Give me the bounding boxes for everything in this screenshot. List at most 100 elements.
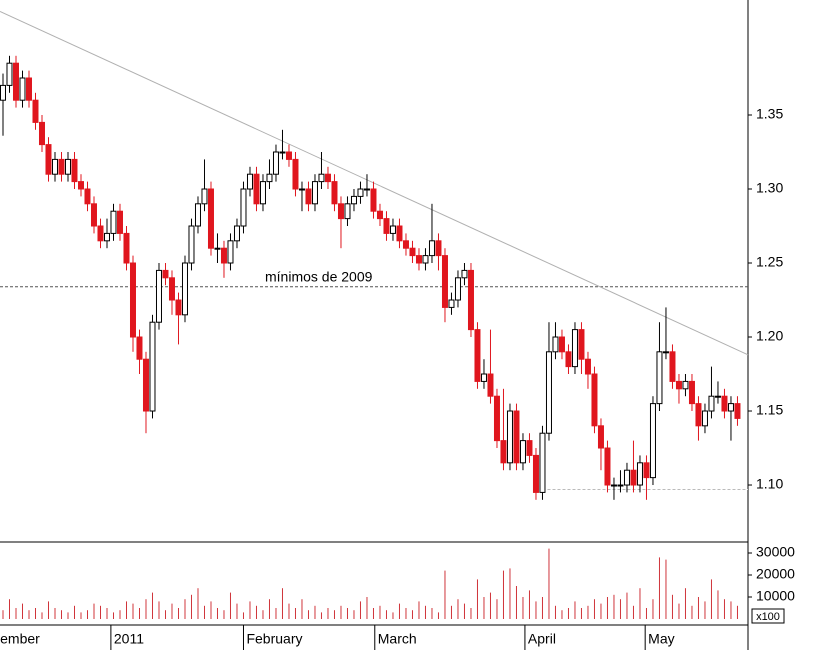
candle-body	[233, 225, 240, 242]
candle-body	[136, 336, 143, 360]
candle-body	[58, 158, 65, 175]
candle-body	[253, 173, 260, 205]
candle-body	[435, 240, 442, 257]
candle-body	[409, 247, 416, 257]
y-tick-label: 1.35	[756, 106, 783, 122]
candle-body	[487, 373, 494, 397]
candle-body	[32, 99, 39, 123]
candle-body	[506, 410, 513, 464]
candle-body	[298, 188, 305, 191]
candle-body	[324, 173, 331, 183]
candle-body	[610, 484, 617, 487]
candle-body	[6, 62, 13, 86]
candle-body	[662, 351, 669, 354]
candle-body	[636, 462, 643, 486]
candle-body	[0, 84, 6, 101]
candle-body	[630, 469, 637, 486]
candle-body	[402, 240, 409, 249]
candle-body	[103, 232, 110, 242]
candle-body	[370, 188, 377, 212]
candle-body	[441, 255, 448, 308]
candle-body	[71, 158, 78, 183]
candle-body	[428, 240, 435, 257]
candle-body	[415, 255, 422, 264]
candle-body	[116, 210, 123, 234]
candle-body	[532, 454, 539, 493]
y-tick-label: 1.25	[756, 254, 783, 270]
candle-body	[123, 232, 130, 264]
candle-body	[357, 188, 364, 197]
candle-body	[175, 299, 182, 316]
volume-tick-label: 20000	[756, 566, 795, 582]
candle-body	[97, 225, 104, 242]
candle-body	[220, 247, 227, 264]
candle-body	[383, 218, 390, 234]
volume-tick-label: 10000	[756, 588, 795, 604]
candle-body	[305, 188, 312, 205]
candle-body	[721, 395, 728, 412]
candle-body	[643, 462, 650, 479]
candle-body	[188, 225, 195, 264]
candle-body	[64, 158, 71, 175]
candle-body	[734, 403, 741, 419]
candle-body	[12, 62, 19, 101]
candle-body	[467, 269, 474, 331]
candle-body	[578, 329, 585, 360]
candle-body	[545, 351, 552, 434]
candle-body	[474, 329, 481, 382]
y-tick-label: 1.30	[756, 180, 783, 196]
annotation: mínimos de 2009	[265, 268, 373, 284]
x-tick-label: April	[528, 631, 556, 647]
candle-body	[318, 173, 325, 183]
candle-body	[584, 358, 591, 375]
candle-body	[162, 269, 169, 279]
candle-body	[207, 188, 214, 249]
candle-body	[272, 151, 279, 175]
candle-body	[493, 395, 500, 442]
candle-body	[363, 188, 370, 191]
candle-body	[246, 173, 253, 190]
candle-body	[571, 329, 578, 368]
candle-body	[285, 151, 292, 160]
candle-body	[500, 440, 507, 464]
candle-body	[591, 373, 598, 427]
x-tick-label: March	[378, 631, 417, 647]
candle-body	[519, 440, 526, 464]
candle-body	[714, 395, 721, 398]
candle-body	[331, 181, 338, 205]
candle-body	[389, 225, 396, 234]
y-tick-label: 1.15	[756, 402, 783, 418]
candle-body	[701, 410, 708, 427]
candle-body	[513, 410, 520, 464]
candle-body	[292, 158, 299, 190]
x-tick-label: 2011	[114, 631, 144, 647]
candle-body	[181, 262, 188, 316]
candle-body	[376, 210, 383, 220]
candle-body	[201, 188, 208, 205]
candle-body	[623, 469, 630, 486]
y-tick-label: 1.10	[756, 476, 783, 492]
candle-body	[565, 351, 572, 368]
candle-body	[422, 255, 429, 264]
candle-body	[682, 380, 689, 390]
candle-body	[552, 336, 559, 353]
candle-body	[350, 195, 357, 205]
x-tick-label: February	[246, 631, 302, 647]
candle-body	[675, 380, 682, 390]
candle-body	[669, 351, 676, 382]
candle-body	[597, 425, 604, 449]
candle-body	[454, 277, 461, 301]
candle-body	[25, 77, 32, 101]
candle-body	[214, 247, 221, 250]
candle-body	[90, 203, 97, 227]
x-tick-label: ember	[0, 631, 40, 647]
candle-body	[656, 351, 663, 405]
candle-body	[604, 447, 611, 486]
y-tick-label: 1.20	[756, 328, 783, 344]
candle-body	[129, 262, 136, 338]
x-tick-label: May	[648, 631, 674, 647]
candle-body	[168, 277, 175, 301]
candle-body	[227, 240, 234, 264]
candle-body	[266, 173, 273, 183]
